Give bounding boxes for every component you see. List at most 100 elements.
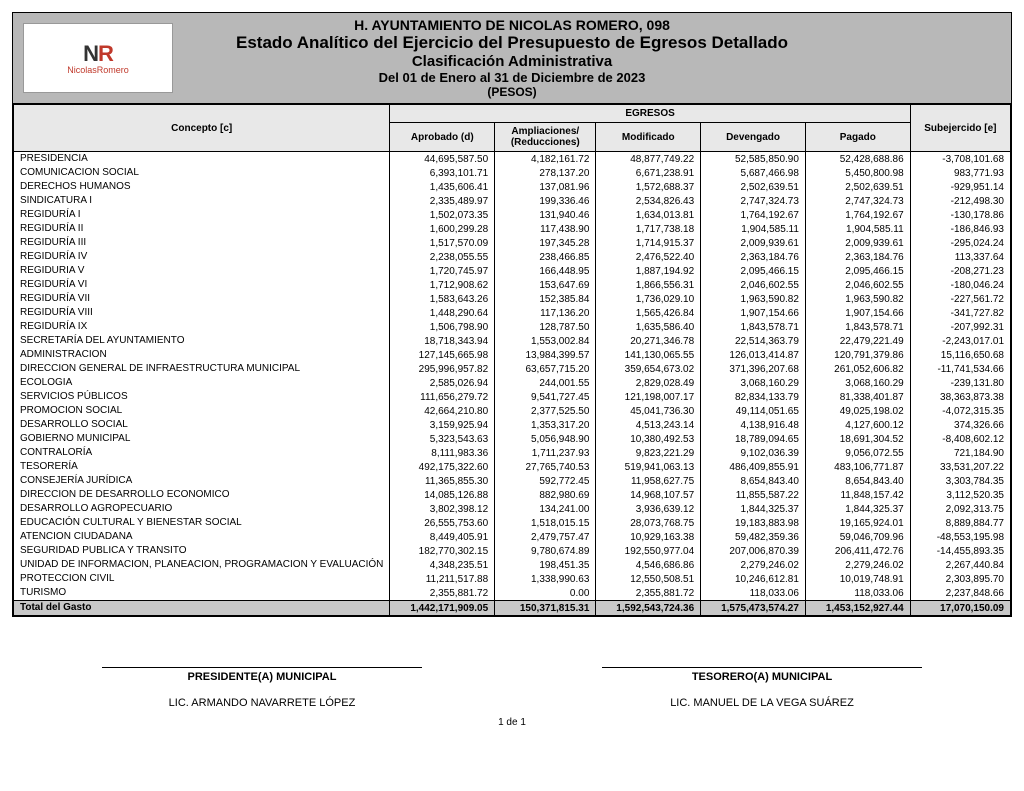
cell-modificado: 1,572,688.37 xyxy=(596,180,701,194)
cell-concept: DERECHOS HUMANOS xyxy=(14,180,390,194)
cell-aprobado: 1,517,570.09 xyxy=(390,236,495,250)
cell-devengado: 18,789,094.65 xyxy=(701,432,806,446)
cell-subejercido: -929,951.14 xyxy=(910,180,1010,194)
cell-pagado: 2,046,602.55 xyxy=(805,278,910,292)
cell-devengado: 1,904,585.11 xyxy=(701,222,806,236)
table-row: ADMINISTRACION127,145,665.9813,984,399.5… xyxy=(14,348,1011,362)
cell-ampliaciones: 244,001.55 xyxy=(495,376,596,390)
cell-ampliaciones: 137,081.96 xyxy=(495,180,596,194)
cell-ampliaciones: 592,772.45 xyxy=(495,474,596,488)
cell-ampliaciones: 278,137.20 xyxy=(495,166,596,180)
cell-aprobado: 111,656,279.72 xyxy=(390,390,495,404)
cell-concept: CONTRALORÍA xyxy=(14,446,390,460)
cell-modificado: 2,534,826.43 xyxy=(596,194,701,208)
cell-devengado: 4,138,916.48 xyxy=(701,418,806,432)
cell-ampliaciones: 9,780,674.89 xyxy=(495,544,596,558)
cell-ampliaciones: 238,466.85 xyxy=(495,250,596,264)
page-number: 1 de 1 xyxy=(12,717,1012,728)
cell-devengado: 207,006,870.39 xyxy=(701,544,806,558)
cell-ampliaciones: 4,182,161.72 xyxy=(495,152,596,167)
cell-devengado: 19,183,883.98 xyxy=(701,516,806,530)
logo-subtext: NicolasRomero xyxy=(67,65,129,75)
col-modificado: Modificado xyxy=(596,123,701,152)
cell-concept: ADMINISTRACION xyxy=(14,348,390,362)
cell-modificado: 45,041,736.30 xyxy=(596,404,701,418)
cell-modificado: 2,829,028.49 xyxy=(596,376,701,390)
cell-pagado: 4,127,600.12 xyxy=(805,418,910,432)
total-label: Total del Gasto xyxy=(14,601,390,616)
cell-aprobado: 14,085,126.88 xyxy=(390,488,495,502)
cell-devengado: 49,114,051.65 xyxy=(701,404,806,418)
cell-subejercido: -48,553,195.98 xyxy=(910,530,1010,544)
cell-subejercido: 2,237,848.66 xyxy=(910,586,1010,601)
cell-ampliaciones: 13,984,399.57 xyxy=(495,348,596,362)
cell-ampliaciones: 2,377,525.50 xyxy=(495,404,596,418)
col-aprobado: Aprobado (d) xyxy=(390,123,495,152)
cell-concept: CONSEJERÍA JURÍDICA xyxy=(14,474,390,488)
cell-concept: REGIDURÍA II xyxy=(14,222,390,236)
cell-aprobado: 1,720,745.97 xyxy=(390,264,495,278)
cell-pagado: 1,907,154.66 xyxy=(805,306,910,320)
sig-left-title: PRESIDENTE(A) MUNICIPAL xyxy=(102,671,422,683)
col-concept: Concepto [c] xyxy=(14,105,390,152)
cell-aprobado: 1,506,798.90 xyxy=(390,320,495,334)
cell-subejercido: -4,072,315.35 xyxy=(910,404,1010,418)
cell-pagado: 261,052,606.82 xyxy=(805,362,910,376)
table-row: COMUNICACION SOCIAL6,393,101.71278,137.2… xyxy=(14,166,1011,180)
cell-pagado: 52,428,688.86 xyxy=(805,152,910,167)
table-row: PROTECCION CIVIL11,211,517.881,338,990.6… xyxy=(14,572,1011,586)
cell-subejercido: 2,092,313.75 xyxy=(910,502,1010,516)
cell-modificado: 48,877,749.22 xyxy=(596,152,701,167)
cell-concept: TESORERÍA xyxy=(14,460,390,474)
cell-aprobado: 182,770,302.15 xyxy=(390,544,495,558)
cell-subejercido: -3,708,101.68 xyxy=(910,152,1010,167)
cell-aprobado: 26,555,753.60 xyxy=(390,516,495,530)
cell-concept: EDUCACIÓN CULTURAL Y BIENESTAR SOCIAL xyxy=(14,516,390,530)
cell-subejercido: -239,131.80 xyxy=(910,376,1010,390)
cell-aprobado: 11,365,855.30 xyxy=(390,474,495,488)
cell-devengado: 2,502,639.51 xyxy=(701,180,806,194)
cell-devengado: 2,747,324.73 xyxy=(701,194,806,208)
cell-devengado: 8,654,843.40 xyxy=(701,474,806,488)
col-ampliaciones: Ampliaciones/ (Reducciones) xyxy=(495,123,596,152)
col-egresos: EGRESOS xyxy=(390,105,910,123)
cell-devengado: 118,033.06 xyxy=(701,586,806,601)
cell-subejercido: 721,184.90 xyxy=(910,446,1010,460)
cell-subejercido: 2,303,895.70 xyxy=(910,572,1010,586)
cell-subejercido: -2,243,017.01 xyxy=(910,334,1010,348)
cell-concept: TURISMO xyxy=(14,586,390,601)
cell-pagado: 1,904,585.11 xyxy=(805,222,910,236)
cell-pagado: 9,056,072.55 xyxy=(805,446,910,460)
cell-ampliaciones: 1,553,002.84 xyxy=(495,334,596,348)
cell-pagado: 10,019,748.91 xyxy=(805,572,910,586)
cell-devengado: 11,855,587.22 xyxy=(701,488,806,502)
cell-subejercido: -180,046.24 xyxy=(910,278,1010,292)
table-row: DERECHOS HUMANOS1,435,606.41137,081.961,… xyxy=(14,180,1011,194)
cell-subejercido: 3,112,520.35 xyxy=(910,488,1010,502)
cell-subejercido: 38,363,873.38 xyxy=(910,390,1010,404)
cell-devengado: 371,396,207.68 xyxy=(701,362,806,376)
cell-subejercido: -295,024.24 xyxy=(910,236,1010,250)
table-row: REGIDURÍA VI1,712,908.62153,647.691,866,… xyxy=(14,278,1011,292)
total-subejercido: 17,070,150.09 xyxy=(910,601,1010,616)
table-row: DIRECCION DE DESARROLLO ECONOMICO14,085,… xyxy=(14,488,1011,502)
table-row: TURISMO2,355,881.720.002,355,881.72118,0… xyxy=(14,586,1011,601)
cell-ampliaciones: 198,451.35 xyxy=(495,558,596,572)
cell-modificado: 1,736,029.10 xyxy=(596,292,701,306)
cell-modificado: 2,355,881.72 xyxy=(596,586,701,601)
table-row: REGIDURÍA II1,600,299.28117,438.901,717,… xyxy=(14,222,1011,236)
table-row: GOBIERNO MUNICIPAL5,323,543.635,056,948.… xyxy=(14,432,1011,446)
cell-modificado: 1,634,013.81 xyxy=(596,208,701,222)
cell-subejercido: 8,889,884.77 xyxy=(910,516,1010,530)
cell-pagado: 2,502,639.51 xyxy=(805,180,910,194)
cell-modificado: 4,513,243.14 xyxy=(596,418,701,432)
cell-aprobado: 18,718,343.94 xyxy=(390,334,495,348)
cell-concept: REGIDURÍA VII xyxy=(14,292,390,306)
cell-ampliaciones: 63,657,715.20 xyxy=(495,362,596,376)
cell-aprobado: 44,695,587.50 xyxy=(390,152,495,167)
cell-modificado: 20,271,346.78 xyxy=(596,334,701,348)
table-row: SECRETARÍA DEL AYUNTAMIENTO18,718,343.94… xyxy=(14,334,1011,348)
cell-aprobado: 1,502,073.35 xyxy=(390,208,495,222)
cell-devengado: 10,246,612.81 xyxy=(701,572,806,586)
cell-devengado: 5,687,466.98 xyxy=(701,166,806,180)
